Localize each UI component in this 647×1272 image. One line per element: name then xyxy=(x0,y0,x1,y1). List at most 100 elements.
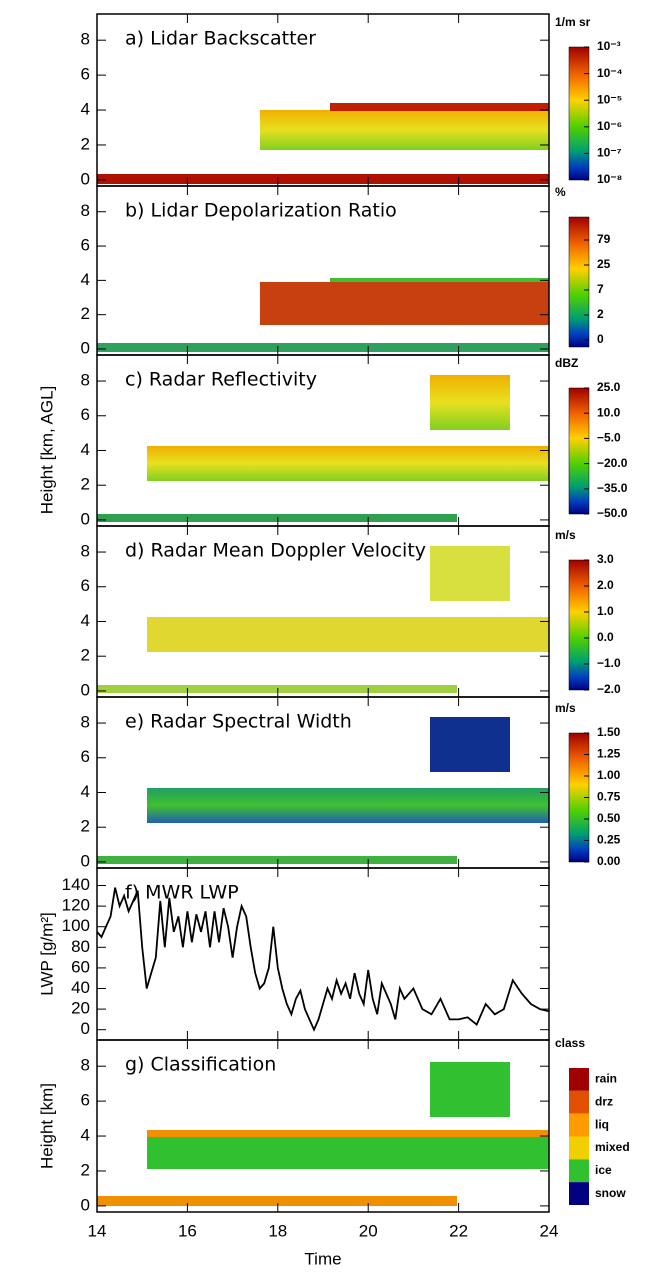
cloud-region xyxy=(430,1062,510,1117)
colorbar-tick-label: 1.25 xyxy=(597,747,621,761)
colorbar-tick-label: 79 xyxy=(597,232,611,246)
panel-title: b) Lidar Depolarization Ratio xyxy=(125,200,397,222)
colorbar-tick-label: −1.0 xyxy=(597,656,621,670)
cloud-region xyxy=(97,514,457,522)
colorbar-tick-label: 7 xyxy=(597,282,604,296)
colorbar-tick-label: 0.00 xyxy=(597,854,621,868)
y-tick-label: 2 xyxy=(81,1160,90,1179)
cloud-region xyxy=(97,1196,457,1206)
colorbar xyxy=(568,387,590,515)
colorbar-tick-label: 10.0 xyxy=(597,405,621,419)
class-swatch xyxy=(569,1159,589,1183)
x-axis-label: Time xyxy=(304,1249,341,1268)
y-tick-label: 2 xyxy=(81,646,90,665)
class-swatch xyxy=(569,1068,589,1091)
colorbar-tick-label: −20.0 xyxy=(597,456,628,470)
colorbar-label: m/s xyxy=(555,701,576,715)
y-tick-label: 8 xyxy=(81,201,90,220)
colorbar-tick-label: 0.50 xyxy=(597,811,621,825)
y-tick-label: 4 xyxy=(81,1126,90,1145)
y-tick-label: 8 xyxy=(81,713,90,732)
y-axis-label: Height [km, AGL] xyxy=(37,386,56,515)
panel-title: f) MWR LWP xyxy=(125,882,239,904)
cloud-region xyxy=(147,1134,549,1169)
x-tick-label: 22 xyxy=(449,1221,468,1240)
colorbar-tick-label: −5.0 xyxy=(597,431,621,445)
y-tick-label: 0 xyxy=(81,338,90,357)
cloud-region xyxy=(147,1130,549,1137)
colorbar xyxy=(568,46,590,181)
colorbar-label: % xyxy=(555,185,566,199)
colorbar-tick-label: 0.0 xyxy=(597,630,614,644)
panel-title: e) Radar Spectral Width xyxy=(125,711,352,733)
class-swatch xyxy=(569,1136,589,1160)
lwp-line xyxy=(96,887,550,1032)
plot-frame xyxy=(96,1039,550,1213)
colorbar-tick-label: 10⁻⁸ xyxy=(597,172,622,186)
y-tick-label: 4 xyxy=(81,270,90,289)
y-tick-label: 120 xyxy=(62,896,90,915)
colorbar-tick-label: 0 xyxy=(597,332,604,346)
colorbar-label: dBZ xyxy=(555,356,578,370)
panel-title: c) Radar Reflectivity xyxy=(125,369,317,391)
class-label: snow xyxy=(595,1186,626,1200)
class-label: drz xyxy=(595,1094,613,1108)
colorbar xyxy=(568,559,590,691)
y-tick-label: 40 xyxy=(71,978,90,997)
panel-title: d) Radar Mean Doppler Velocity xyxy=(125,540,426,562)
panel-title: g) Classification xyxy=(125,1054,276,1076)
y-tick-label: 0 xyxy=(81,851,90,870)
colorbar-tick-label: 10⁻⁶ xyxy=(597,119,622,133)
y-tick-label: 4 xyxy=(81,440,90,459)
colorbar-tick-label: −50.0 xyxy=(597,506,628,520)
colorbar-tick-label: 1.50 xyxy=(597,725,621,739)
y-tick-label: 60 xyxy=(71,957,90,976)
y-tick-label: 0 xyxy=(81,680,90,699)
colorbar-tick-label: 3.0 xyxy=(597,552,614,566)
y-tick-label: 140 xyxy=(62,875,90,894)
y-tick-label: 6 xyxy=(81,236,90,255)
y-tick-label: 80 xyxy=(71,937,90,956)
y-tick-label: 4 xyxy=(81,100,90,119)
y-tick-label: 6 xyxy=(81,576,90,595)
class-label: ice xyxy=(595,1163,612,1177)
y-tick-label: 6 xyxy=(81,1091,90,1110)
cloud-region xyxy=(97,685,457,693)
cloud-region xyxy=(147,617,549,652)
y-tick-label: 8 xyxy=(81,371,90,390)
cloud-region xyxy=(147,788,549,823)
colorbar-label: 1/m sr xyxy=(555,15,591,29)
y-tick-label: 0 xyxy=(81,509,90,528)
cloud-region xyxy=(260,110,549,150)
colorbar-tick-label: −35.0 xyxy=(597,481,628,495)
colorbar-tick-label: 1.0 xyxy=(597,604,614,618)
y-tick-label: 2 xyxy=(81,304,90,323)
cloud-region xyxy=(97,343,549,352)
y-tick-label: 0 xyxy=(81,169,90,188)
colorbar-tick-label: 0.25 xyxy=(597,833,621,847)
y-tick-label: 8 xyxy=(81,542,90,561)
y-tick-label: 6 xyxy=(81,405,90,424)
y-tick-label: 6 xyxy=(81,65,90,84)
colorbar-tick-label: 10⁻⁴ xyxy=(597,66,623,80)
y-tick-label: 4 xyxy=(81,611,90,630)
x-tick-label: 16 xyxy=(178,1221,197,1240)
cloud-region xyxy=(330,103,549,111)
class-swatch xyxy=(569,1090,589,1114)
colorbar-tick-label: 2 xyxy=(597,307,604,321)
cloud-region xyxy=(260,282,549,325)
colorbar-tick-label: −2.0 xyxy=(597,682,621,696)
cloud-region xyxy=(147,446,549,481)
cloud-region xyxy=(97,174,549,184)
class-label: mixed xyxy=(595,1140,630,1154)
x-tick-label: 24 xyxy=(540,1221,559,1240)
colorbar xyxy=(568,216,590,348)
y-tick-label: 6 xyxy=(81,747,90,766)
y-axis-label: LWP [g/m²] xyxy=(37,912,56,995)
colorbar-tick-label: 2.0 xyxy=(597,578,614,592)
colorbar-tick-label: 25 xyxy=(597,257,611,271)
cloud-region xyxy=(430,546,510,601)
y-tick-label: 2 xyxy=(81,817,90,836)
cloud-region xyxy=(430,717,510,772)
